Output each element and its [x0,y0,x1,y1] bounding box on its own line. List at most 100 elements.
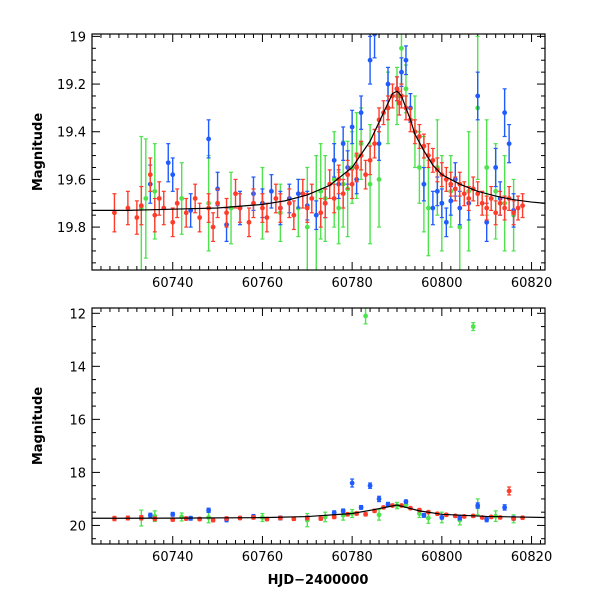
bottom-green-data-point [363,313,368,319]
bottom-y-tick-label: 20 [69,519,86,534]
bottom-blue-data-point [340,508,346,514]
top-blue-data-point [502,110,508,116]
top-blue-data-point [165,160,171,166]
bottom-green-data-point [425,515,431,521]
top-green-data-point [399,45,404,51]
top-red-data-point [147,172,153,178]
bottom-x-tick-label: 60800 [421,550,462,565]
top-blue-data-point [376,141,382,147]
bottom-blue-data-point [331,510,337,516]
top-red-data-point [304,205,310,211]
bottom-red-data-point [152,516,158,522]
top-red-data-point [156,196,162,201]
top-red-data-point [511,210,517,216]
top-red-data-point [286,200,292,206]
bottom-blue-data-point [421,512,427,518]
top-green-data-point [179,196,185,201]
top-x-tick-label: 60780 [331,276,372,291]
bottom-y-tick-label: 16 [69,413,86,428]
x-axis-title: HJD−2400000 [268,573,369,588]
top-red-data-point [125,205,131,211]
top-red-data-point [277,205,283,211]
top-red-data-point [183,210,189,216]
top-red-data-point [318,210,324,216]
top-y-tick-label: 19 [69,30,86,45]
top-blue-data-point [484,219,490,225]
bottom-x-tick-label: 60820 [511,550,552,565]
bottom-red-data-point [520,515,525,521]
top-red-data-point [502,205,508,211]
top-red-data-point [354,165,360,170]
top-red-data-point [394,86,400,92]
top-data-layer [92,34,545,270]
top-blue-data-point [331,157,337,163]
top-blue-data-point [430,205,436,211]
top-green-data-point [484,165,490,170]
top-plot-frame [91,33,546,271]
top-green-data-point [367,181,373,187]
bottom-blue-data-point [206,507,212,513]
top-red-data-point [215,200,220,206]
top-blue-data-point [403,57,409,63]
top-red-data-point [336,177,342,182]
bottom-red-data-point [277,515,283,521]
bottom-blue-data-point [385,501,391,507]
bottom-green-data-point [376,512,382,518]
top-red-data-point [260,205,265,211]
bottom-x-tick-label: 60780 [331,550,372,565]
top-green-data-point [143,196,149,201]
top-red-data-point [396,100,402,106]
top-red-data-point [488,196,494,201]
top-green-data-point [493,188,499,194]
top-red-data-point [233,191,238,197]
top-x-tick-label: 60820 [511,276,552,291]
top-red-data-point [497,200,503,206]
top-red-data-point [461,191,467,197]
top-red-data-point [466,196,472,201]
top-blue-data-point [439,200,445,206]
top-red-data-point [300,191,306,197]
bottom-blue-data-point [170,511,176,517]
bottom-blue-data-point [502,505,508,510]
top-blue-data-point [269,188,274,194]
top-blue-data-point [358,110,364,116]
bottom-red-data-point [318,516,324,521]
top-blue-data-point [434,188,440,194]
top-blue-data-point [493,165,499,170]
top-red-data-point [138,203,144,209]
top-red-data-point [448,181,454,187]
top-red-data-point [345,172,351,178]
top-panel: 60740 60760 60780 60800 60820 19 19.2 19.4 19.6 1… [31,30,552,291]
top-y-tick-label: 19.2 [57,78,86,93]
bottom-blue-data-point [358,505,364,510]
top-red-data-point [210,224,216,230]
top-red-data-point [363,172,368,178]
top-blue-data-point [340,141,346,147]
top-green-data-point [376,177,382,182]
top-red-data-point [309,196,315,201]
bottom-blue-data-point [147,512,153,518]
top-blue-data-point [349,124,355,130]
top-blue-data-point [313,212,319,218]
top-red-data-point [174,200,180,206]
top-red-data-point [192,196,198,201]
bottom-x-tick-label: 60760 [242,550,283,565]
bottom-blue-data-point [376,496,382,502]
bottom-blue-data-point [484,517,490,523]
top-green-data-point [425,205,431,211]
top-y-tick-label: 19.8 [57,221,86,236]
bottom-red-data-point [363,511,368,517]
top-blue-data-point [457,205,463,211]
top-blue-data-point [448,198,454,204]
top-green-data-point [304,224,310,230]
bottom-plot-frame [91,307,546,545]
top-green-series [138,34,517,270]
bottom-fit-curve [92,504,545,519]
top-blue-data-point [506,141,512,147]
top-blue-data-point [443,219,449,225]
bottom-red-data-point [291,516,297,522]
top-x-tick-label: 60740 [152,276,193,291]
top-x-tick-label: 60800 [421,276,462,291]
bottom-red-data-point [210,517,216,523]
top-red-data-point [224,210,229,216]
